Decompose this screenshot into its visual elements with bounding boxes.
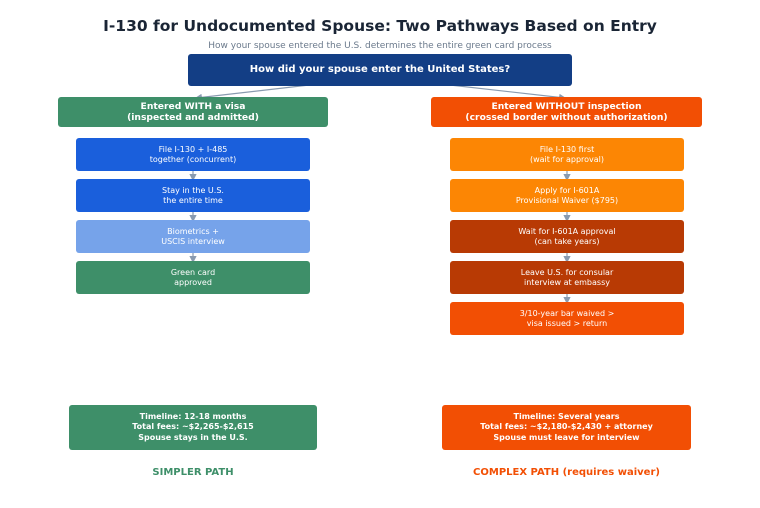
step-line-2: USCIS interview bbox=[161, 236, 225, 246]
step-line-1: Green card bbox=[170, 267, 216, 277]
left-step-4: Green card approved bbox=[76, 261, 310, 294]
right-summary-box: Timeline: Several years Total fees: ~$2,… bbox=[442, 405, 691, 450]
step-line-1: Wait for I-601A approval bbox=[518, 226, 616, 236]
branch-subtitle: (crossed border without authorization) bbox=[465, 112, 668, 123]
step-line-1: Stay in the U.S. bbox=[162, 185, 224, 195]
right-step-4: Leave U.S. for consular interview at emb… bbox=[450, 261, 684, 294]
summary-timeline: Timeline: Several years bbox=[513, 411, 620, 421]
right-step-2: Apply for I-601A Provisional Waiver ($79… bbox=[450, 179, 684, 212]
step-line-1: Leave U.S. for consular bbox=[520, 267, 614, 277]
step-line-1: 3/10-year bar waived > bbox=[519, 308, 615, 318]
right-step-3: Wait for I-601A approval (can take years… bbox=[450, 220, 684, 253]
step-line-2: interview at embassy bbox=[524, 277, 610, 287]
branch-without-inspection: Entered WITHOUT inspection (crossed bord… bbox=[431, 97, 702, 127]
summary-note: Spouse stays in the U.S. bbox=[138, 432, 248, 442]
step-line-1: File I-130 first bbox=[539, 144, 595, 154]
summary-fees: Total fees: ~$2,180-$2,430 + attorney bbox=[480, 422, 653, 432]
step-line-1: Apply for I-601A bbox=[534, 185, 600, 195]
step-line-2: together (concurrent) bbox=[149, 154, 237, 164]
left-step-3: Biometrics + USCIS interview bbox=[76, 220, 310, 253]
question-box: How did your spouse enter the United Sta… bbox=[188, 54, 572, 86]
summary-fees: Total fees: ~$2,265-$2,615 bbox=[132, 422, 254, 432]
right-step-1: File I-130 first (wait for approval) bbox=[450, 138, 684, 171]
step-line-2: approved bbox=[174, 277, 212, 287]
right-step-5: 3/10-year bar waived > visa issued > ret… bbox=[450, 302, 684, 335]
branch-with-visa: Entered WITH a visa (inspected and admit… bbox=[58, 97, 328, 127]
step-line-2: (wait for approval) bbox=[529, 154, 605, 164]
left-step-1: File I-130 + I-485 together (concurrent) bbox=[76, 138, 310, 171]
left-summary-box: Timeline: 12-18 months Total fees: ~$2,2… bbox=[69, 405, 317, 450]
complex-path-label: COMPLEX PATH (requires waiver) bbox=[473, 467, 660, 478]
summary-timeline: Timeline: 12-18 months bbox=[139, 411, 247, 421]
summary-note: Spouse must leave for interview bbox=[493, 432, 640, 442]
step-line-2: (can take years) bbox=[534, 236, 600, 246]
step-line-1: File I-130 + I-485 bbox=[158, 144, 228, 154]
step-line-2: Provisional Waiver ($795) bbox=[515, 195, 619, 205]
step-line-2: visa issued > return bbox=[526, 318, 608, 328]
step-line-1: Biometrics + bbox=[167, 226, 219, 236]
page-title: I-130 for Undocumented Spouse: Two Pathw… bbox=[103, 17, 657, 35]
left-step-2: Stay in the U.S. the entire time bbox=[76, 179, 310, 212]
branch-title: Entered WITH a visa bbox=[140, 100, 246, 112]
simpler-path-label: SIMPLER PATH bbox=[152, 467, 234, 478]
question-text: How did your spouse enter the United Sta… bbox=[249, 64, 511, 75]
branch-title: Entered WITHOUT inspection bbox=[491, 100, 642, 112]
page-subtitle: How your spouse entered the U.S. determi… bbox=[208, 41, 552, 51]
step-line-2: the entire time bbox=[163, 195, 223, 205]
branch-subtitle: (inspected and admitted) bbox=[127, 112, 259, 123]
